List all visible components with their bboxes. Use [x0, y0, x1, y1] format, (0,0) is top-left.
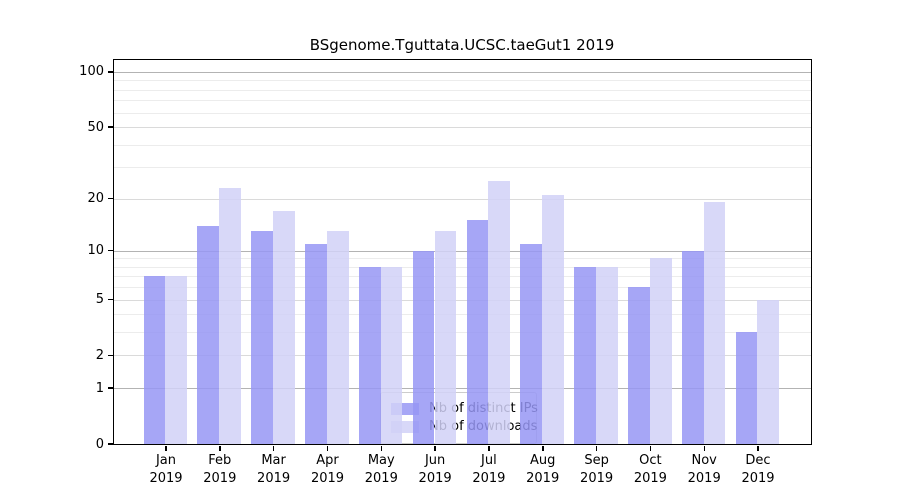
bar-distinct-ips-feb	[197, 225, 220, 444]
major-gridline	[114, 250, 811, 252]
y-tick-label: 0	[95, 436, 104, 452]
legend: Nb of distinct IPs Nb of downloads	[380, 392, 538, 444]
minor-gridline	[114, 144, 811, 146]
y-tick-mark	[107, 71, 113, 73]
x-tick-label-feb: Feb 2019	[203, 453, 237, 486]
y-tick-label: 100	[79, 64, 104, 80]
major-gridline	[114, 355, 811, 357]
minor-gridline	[114, 100, 811, 102]
bar-downloads-mar	[273, 210, 295, 444]
major-gridline	[114, 388, 811, 390]
minor-gridline	[114, 332, 811, 334]
x-tick-mark	[434, 445, 436, 451]
x-tick-mark	[165, 445, 167, 451]
bar-downloads-jan	[165, 276, 188, 444]
y-tick-mark	[107, 197, 113, 200]
x-tick-label-aug: Aug 2019	[526, 453, 560, 486]
x-tick-label-jul: Jul 2019	[472, 453, 506, 486]
major-gridline	[114, 127, 811, 128]
minor-gridline	[114, 266, 811, 268]
chart-title: BSgenome.Tguttata.UCSC.taeGut1 2019	[309, 36, 615, 54]
major-gridline	[114, 71, 811, 73]
bar-distinct-ips-sep	[574, 266, 596, 444]
y-tick-mark	[107, 249, 113, 252]
bar-downloads-oct	[649, 258, 672, 444]
bar-distinct-ips-mar	[251, 231, 273, 444]
x-tick-mark	[219, 445, 221, 451]
major-gridline	[114, 299, 811, 301]
bar-downloads-aug	[542, 194, 564, 444]
minor-gridline	[114, 287, 811, 289]
y-tick-mark	[107, 443, 113, 445]
y-tick-label: 50	[87, 119, 104, 135]
x-tick-label-nov: Nov 2019	[687, 453, 721, 486]
x-tick-label-jan: Jan 2019	[149, 453, 183, 486]
minor-gridline	[114, 80, 811, 82]
x-tick-mark	[542, 445, 544, 451]
x-tick-mark	[326, 445, 329, 451]
bar-downloads-apr	[326, 231, 349, 444]
y-tick-mark	[107, 298, 113, 301]
x-tick-mark	[488, 445, 490, 451]
x-tick-label-dec: Dec 2019	[741, 453, 775, 486]
bar-distinct-ips-jun	[412, 250, 435, 444]
x-tick-label-oct: Oct 2019	[633, 453, 667, 486]
y-tick-label: 2	[95, 347, 104, 363]
bar-distinct-ips-apr	[305, 243, 327, 444]
y-tick-mark	[107, 354, 113, 357]
x-tick-label-apr: Apr 2019	[310, 453, 345, 486]
bar-downloads-sep	[596, 266, 618, 444]
y-tick-label: 5	[95, 292, 104, 307]
minor-gridline	[114, 276, 811, 278]
x-tick-mark	[703, 445, 705, 451]
x-tick-mark	[380, 445, 382, 451]
plot-area: Nb of distinct IPs Nb of downloads 0 1 2 5 1…	[79, 59, 812, 486]
bar-distinct-ips-dec	[735, 332, 758, 444]
x-tick-label-sep: Sep 2019	[580, 453, 614, 486]
x-tick-label-mar: Mar 2019	[257, 453, 291, 486]
bar-downloads-nov	[703, 202, 726, 444]
minor-gridline	[114, 314, 811, 316]
y-tick-label: 10	[87, 243, 104, 259]
minor-gridline	[114, 112, 811, 114]
bar-distinct-ips-oct	[628, 287, 650, 444]
x-tick-mark	[649, 445, 652, 451]
y-tick-mark	[107, 387, 113, 389]
x-tick-mark	[757, 445, 759, 451]
bar-downloads-jun	[434, 231, 457, 444]
bar-distinct-ips-may	[358, 266, 381, 444]
bar-distinct-ips-jul	[466, 220, 489, 444]
bar-distinct-ips-jan	[143, 276, 166, 444]
x-tick-mark	[272, 445, 275, 451]
x-tick-label-jun: Jun 2019	[418, 453, 452, 486]
y-tick-mark	[107, 126, 113, 128]
minor-gridline	[114, 89, 811, 91]
x-tick-mark	[595, 445, 598, 451]
bar-distinct-ips-nov	[681, 250, 704, 444]
bar-downloads-feb	[219, 187, 241, 444]
bar-downloads-jul	[488, 181, 511, 444]
major-gridline	[114, 198, 811, 200]
y-tick-label: 20	[87, 191, 104, 206]
minor-gridline	[114, 167, 811, 169]
y-tick-label: 1	[95, 380, 104, 396]
x-tick-label-may: May 2019	[364, 453, 398, 486]
bar-downloads-may	[380, 266, 403, 444]
bar-distinct-ips-aug	[520, 243, 543, 444]
minor-gridline	[114, 258, 811, 260]
bar-downloads-dec	[757, 299, 780, 444]
